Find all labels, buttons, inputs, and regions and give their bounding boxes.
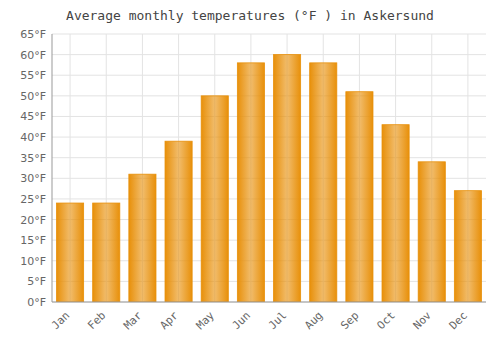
y-tick-label: 35°F [20, 152, 46, 165]
bar [382, 125, 409, 302]
x-tick-label: Dec [447, 309, 470, 332]
y-grid-line [52, 302, 486, 303]
chart-svg: Average monthly temperatures (°F ) in As… [0, 0, 500, 350]
x-axis-line [52, 302, 486, 303]
bar [274, 55, 301, 302]
y-grid-line [52, 157, 486, 158]
x-tick-label: Jun [230, 309, 253, 332]
bar [93, 203, 120, 302]
y-tick-label: 30°F [20, 172, 46, 185]
x-tick-label: May [194, 309, 218, 333]
x-tick-label: Feb [85, 309, 108, 332]
y-tick-label: 50°F [20, 90, 46, 103]
y-grid-line [52, 116, 486, 117]
x-tick-label: Mar [121, 309, 145, 333]
x-tick-label: Jan [49, 309, 72, 332]
plot-area: 0°F 5°F 10°F 15°F 20°F 25°F 30°F 35°F 40°F 45°F 50… [20, 28, 486, 332]
y-axis-line [52, 34, 53, 302]
bar [454, 191, 481, 302]
y-tick-label: 40°F [20, 131, 46, 144]
bar [57, 203, 84, 302]
bar [165, 141, 192, 302]
chart-container: Average monthly temperatures (°F ) in As… [0, 0, 500, 350]
x-tick-label: Aug [302, 309, 325, 332]
y-grid-line [52, 54, 486, 55]
grid [52, 34, 486, 302]
y-tick-label: 10°F [20, 255, 46, 268]
y-grid-line [52, 75, 486, 76]
y-tick-label: 60°F [20, 49, 46, 62]
chart-title: Average monthly temperatures (°F ) in As… [66, 8, 434, 23]
x-tick-label: Nov [411, 309, 435, 333]
y-tick-label: 5°F [27, 275, 46, 288]
x-tick-label: Sep [338, 309, 361, 332]
y-tick-label: 55°F [20, 69, 46, 82]
y-tick-label: 0°F [27, 296, 46, 309]
bar [346, 92, 373, 302]
x-tick-label: Apr [157, 309, 181, 333]
bar [129, 174, 156, 302]
y-tick-label: 65°F [20, 28, 46, 41]
bar [201, 96, 228, 302]
x-tick-label: Jul [266, 309, 289, 332]
y-tick-label: 15°F [20, 234, 46, 247]
bars [57, 55, 482, 302]
bar [418, 162, 445, 302]
y-tick-label: 45°F [20, 110, 46, 123]
y-grid-line [52, 95, 486, 96]
bar [310, 63, 337, 302]
y-tick-label: 25°F [20, 193, 46, 206]
y-tick-label: 20°F [20, 214, 46, 227]
y-grid-line [52, 34, 486, 35]
bar [237, 63, 264, 302]
y-grid-line [52, 137, 486, 138]
x-tick-label: Oct [374, 309, 397, 332]
